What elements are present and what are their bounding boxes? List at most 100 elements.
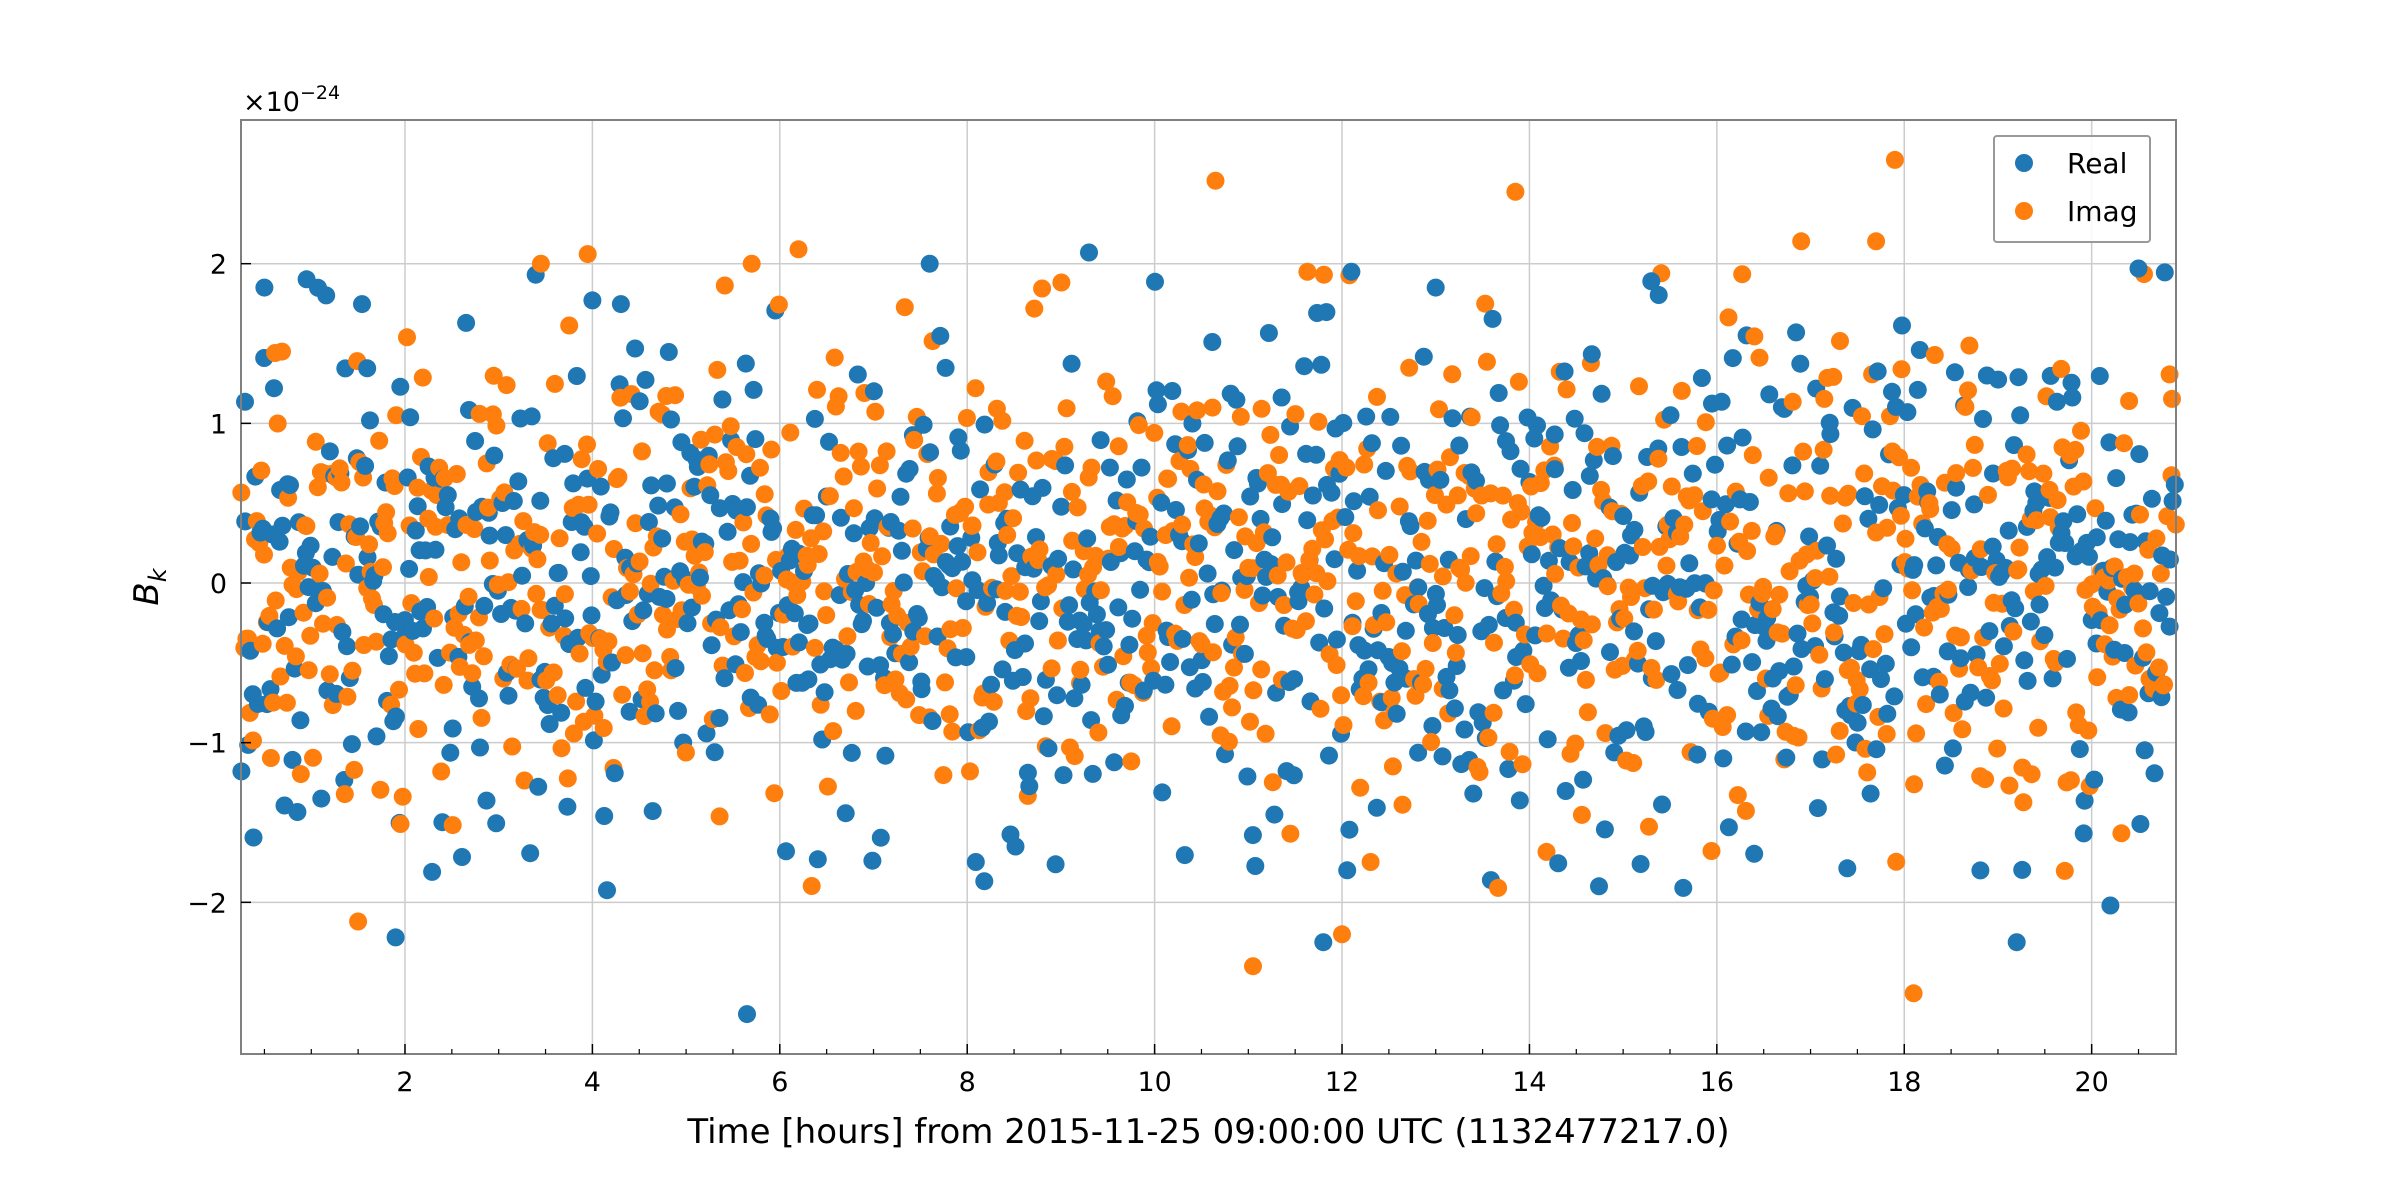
point-real [1972,558,1991,576]
legend-box [1993,135,2151,243]
point-imag [415,664,434,683]
point-real [317,286,336,305]
point-imag [755,566,774,585]
point-imag [2147,529,2166,548]
point-real [971,480,990,499]
point-imag [1062,482,1081,501]
point-imag [1839,484,1858,503]
point-imag [1420,554,1439,573]
point-imag [367,632,386,651]
point-real [1965,495,1984,514]
point-imag [1244,681,1263,700]
point-real [401,408,420,427]
point-imag [1990,654,2009,673]
point-real [657,589,676,608]
point-real [1362,434,1381,453]
point-imag [459,587,478,606]
point-imag [497,376,516,395]
point-imag [805,638,824,657]
point-imag [1721,512,1740,531]
point-imag [1930,672,1948,691]
point-imag [499,573,518,592]
point-real [356,456,375,475]
point-imag [1878,518,1897,537]
point-imag [1206,171,1225,190]
point-imag [1563,514,1581,532]
point-real [1272,388,1291,407]
point-real [2068,505,2087,524]
point-real [1908,380,1927,399]
point-imag [1718,706,1737,725]
point-real [1489,384,1508,402]
point-real [1714,749,1733,768]
point-imag [653,605,672,624]
point-imag [1423,634,1442,652]
point-imag [1754,577,1773,596]
point-imag [710,807,729,826]
point-real [558,797,577,816]
point-imag [1042,659,1061,678]
point-real [1556,782,1575,800]
point-real [691,568,709,587]
point-real [582,606,601,625]
point-imag [641,574,660,593]
point-imag [834,467,853,486]
point-real [1132,458,1151,477]
point-imag [1728,786,1747,805]
point-real [1702,490,1721,509]
point-real [2075,791,2094,810]
point-imag [1048,631,1067,650]
point-real [1060,596,1079,615]
point-imag [1628,641,1647,660]
point-real [1182,590,1201,609]
point-real [1303,486,1322,505]
point-imag [609,468,628,486]
point-imag [1173,515,1192,534]
point-real [932,578,951,597]
point-real [540,715,559,733]
point-imag [1470,763,1489,782]
point-imag [360,535,379,554]
point-real [531,491,550,510]
point-imag [1422,733,1441,751]
point-imag [336,554,355,573]
point-real [485,446,504,465]
point-imag [1263,773,1282,792]
point-real [620,702,639,721]
point-real [1516,695,1535,714]
point-real [1448,626,1467,644]
point-imag [1476,294,1495,313]
point-imag [512,599,531,618]
point-imag [1939,580,1957,599]
point-imag [385,477,404,495]
point-real [1620,546,1639,565]
point-imag [589,460,608,478]
point-real [1549,854,1568,873]
point-real [1625,622,1643,641]
point-imag [544,663,563,682]
point-real [1683,464,1702,483]
point-imag [2066,440,2085,459]
point-imag [320,665,339,684]
point-imag [1493,486,1512,505]
point-imag [897,690,916,709]
point-imag [798,555,817,574]
point-real [1020,777,1039,796]
x-tick-label: 12 [1325,1067,1359,1098]
point-imag [767,653,786,672]
point-imag [1122,752,1141,771]
point-real [1870,495,1889,514]
point-real [513,566,532,585]
point-imag [633,442,651,461]
legend-marker-imag [2015,202,2033,220]
point-real [605,764,624,783]
point-real [642,476,661,495]
point-real [1426,278,1445,297]
point-imag [1383,757,1402,776]
point-imag [531,254,550,273]
point-imag [865,563,883,582]
point-imag [443,816,462,835]
point-real [2074,824,2093,843]
point-imag [1639,472,1658,491]
